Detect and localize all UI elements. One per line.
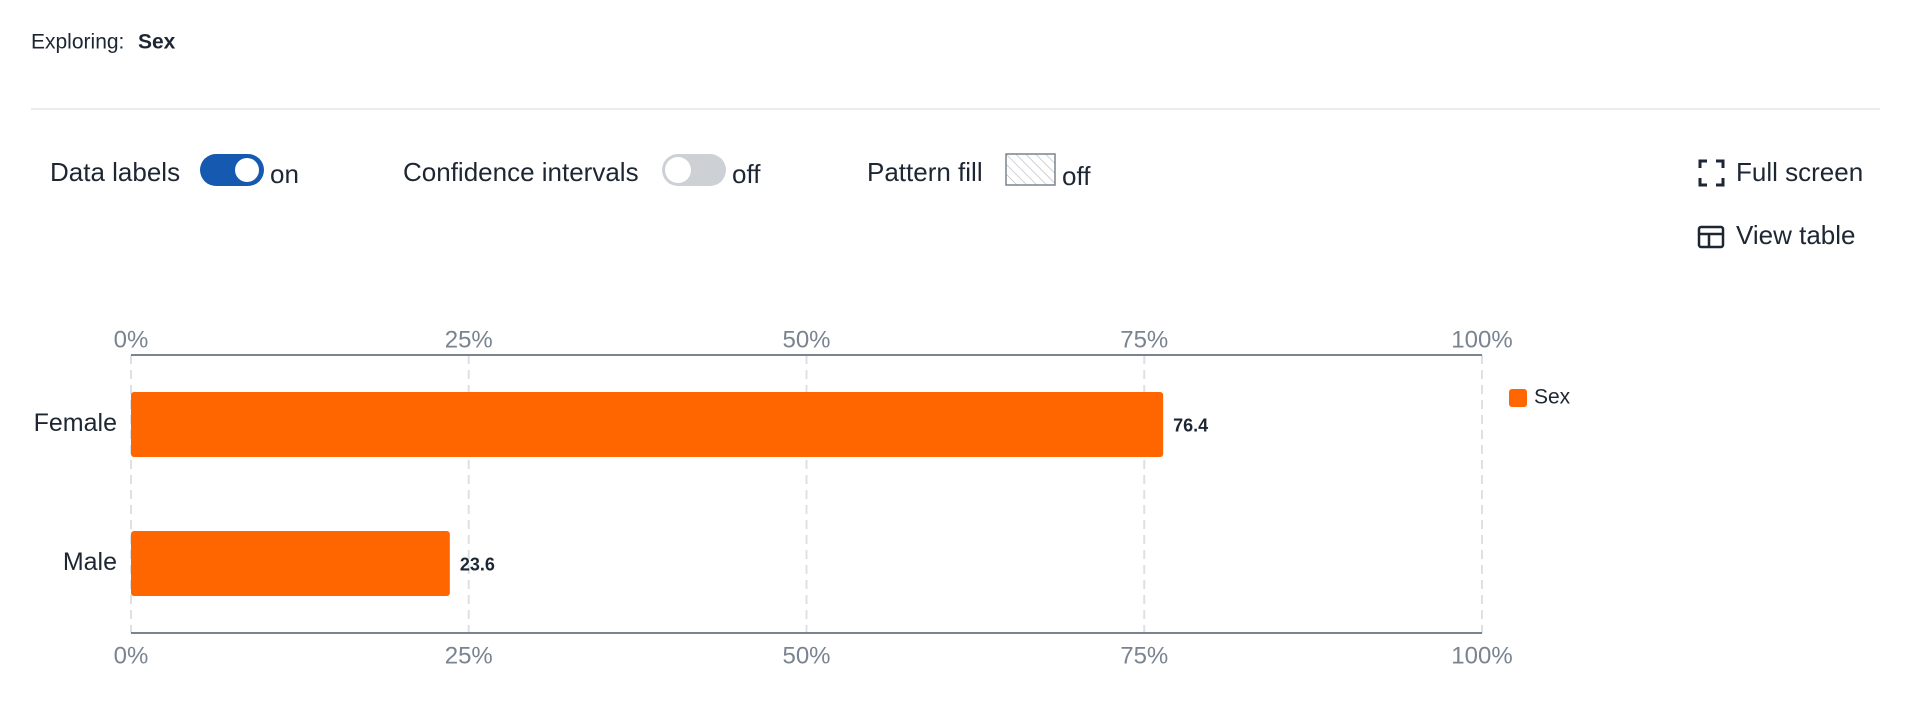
toggle[interactable] — [662, 154, 726, 186]
view-table-button[interactable]: View table — [1697, 220, 1856, 250]
x-tick-label: 75% — [1120, 326, 1168, 353]
exploring-label: Exploring: — [31, 31, 124, 54]
chart: 0% 0% 25% 25% 50% 50% 75% 75% 100% 100% Female Male… — [34, 326, 1571, 669]
y-tick-label: Male — [63, 548, 117, 576]
toggle-knob — [665, 157, 691, 183]
action-label: View table — [1736, 220, 1856, 250]
full-screen-button[interactable]: Full screen — [1698, 157, 1863, 187]
table-icon — [1697, 225, 1725, 249]
x-tick-label: 25% — [445, 642, 493, 669]
full-screen-icon — [1698, 159, 1725, 187]
x-tick-label: 0% — [114, 326, 149, 353]
data-label: 23.6 — [460, 554, 495, 574]
x-tick-label: 50% — [782, 326, 830, 353]
bar — [131, 531, 450, 596]
legend-label: Sex — [1534, 386, 1571, 409]
control-state: off — [1062, 161, 1091, 191]
x-tick-label: 50% — [782, 642, 830, 669]
x-tick-label: 75% — [1120, 642, 1168, 669]
toggle[interactable] — [200, 154, 264, 186]
x-tick-label: 0% — [114, 642, 149, 669]
x-tick-label: 100% — [1451, 642, 1512, 669]
x-tick-label: 100% — [1451, 326, 1512, 353]
toggle-knob — [235, 158, 259, 182]
x-tick-label: 25% — [445, 326, 493, 353]
bar — [131, 392, 1164, 457]
control-label: Data labels — [50, 157, 180, 187]
exploring-value: Sex — [138, 31, 176, 54]
control-state: off — [732, 159, 761, 189]
legend-swatch — [1509, 389, 1527, 407]
table-icon-lines — [1699, 232, 1723, 247]
data-label: 76.4 — [1173, 415, 1208, 435]
action-label: Full screen — [1736, 157, 1863, 187]
y-tick-label: Female — [34, 409, 117, 437]
control-state: on — [270, 159, 299, 189]
control-label: Confidence intervals — [403, 157, 639, 187]
pattern-toggle[interactable] — [1005, 153, 1056, 186]
control-label: Pattern fill — [867, 157, 983, 187]
